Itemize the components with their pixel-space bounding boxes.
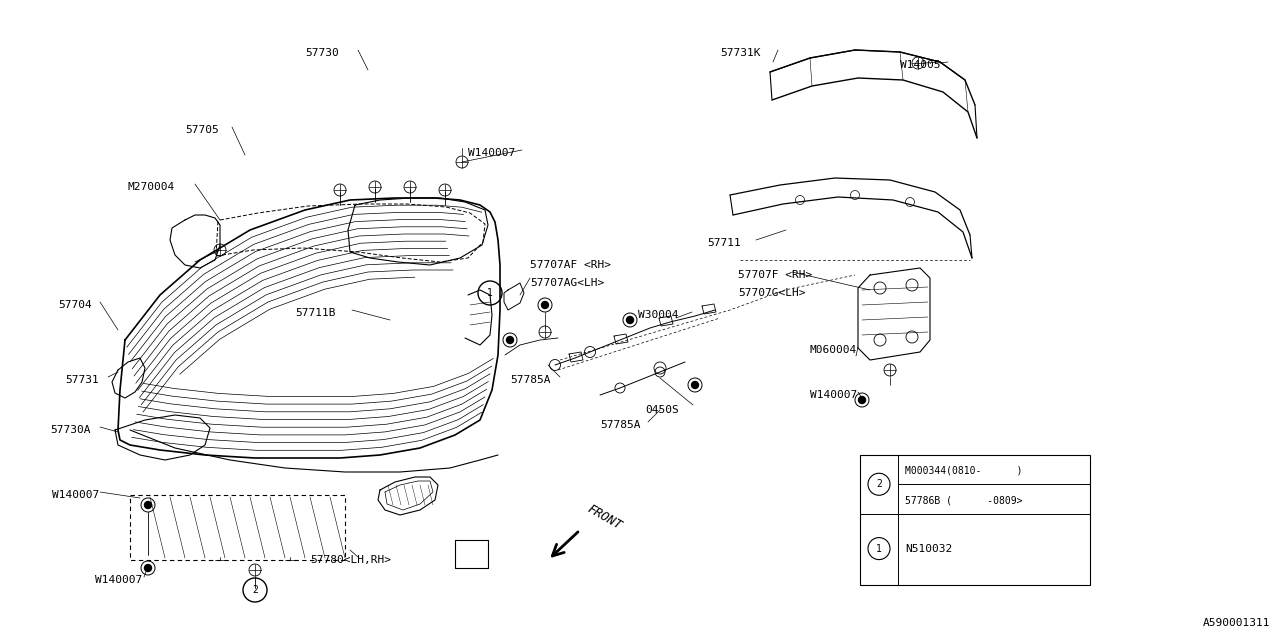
Text: 57707AG<LH>: 57707AG<LH> — [530, 278, 604, 288]
Text: 2: 2 — [876, 479, 882, 489]
Circle shape — [691, 381, 699, 388]
Text: M000344(0810-      ): M000344(0810- ) — [905, 466, 1023, 476]
Text: M270004: M270004 — [128, 182, 175, 192]
Text: 57707AF <RH>: 57707AF <RH> — [530, 260, 611, 270]
Text: W140007: W140007 — [468, 148, 516, 158]
Text: W140007: W140007 — [52, 490, 100, 500]
Text: 1: 1 — [488, 288, 493, 298]
Text: 57780<LH,RH>: 57780<LH,RH> — [310, 555, 390, 565]
Text: 1: 1 — [876, 543, 882, 554]
Text: 57731K: 57731K — [719, 48, 760, 58]
Circle shape — [859, 397, 865, 403]
Text: 57707G<LH>: 57707G<LH> — [739, 288, 805, 298]
Circle shape — [145, 502, 151, 509]
Text: W14005: W14005 — [900, 60, 941, 70]
Text: 57705: 57705 — [186, 125, 219, 135]
Text: 57704: 57704 — [58, 300, 92, 310]
Text: W30004: W30004 — [637, 310, 678, 320]
Text: 57785A: 57785A — [600, 420, 640, 430]
Circle shape — [507, 337, 513, 344]
Text: N510032: N510032 — [905, 543, 952, 554]
Text: M060004: M060004 — [810, 345, 858, 355]
Circle shape — [145, 564, 151, 572]
Text: 57786B (      -0809>: 57786B ( -0809> — [905, 495, 1023, 506]
Text: FRONT: FRONT — [585, 502, 623, 532]
Text: 57731: 57731 — [65, 375, 99, 385]
Text: 0450S: 0450S — [645, 405, 678, 415]
Text: 57711B: 57711B — [294, 308, 335, 318]
Circle shape — [626, 317, 634, 323]
Bar — [860, 455, 1091, 585]
Text: 57730: 57730 — [305, 48, 339, 58]
Text: W140007: W140007 — [95, 575, 142, 585]
Text: A590001311: A590001311 — [1202, 618, 1270, 628]
Text: 57711: 57711 — [707, 238, 741, 248]
Text: 2: 2 — [252, 585, 259, 595]
Text: 57785A: 57785A — [509, 375, 550, 385]
Circle shape — [541, 301, 549, 308]
Text: 57707F <RH>: 57707F <RH> — [739, 270, 813, 280]
Text: 57730A: 57730A — [50, 425, 91, 435]
Text: W140007: W140007 — [810, 390, 858, 400]
